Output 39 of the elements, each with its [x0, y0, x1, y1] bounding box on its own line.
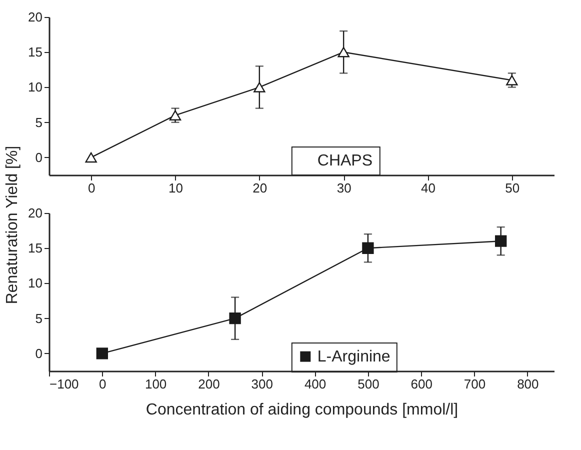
point	[495, 235, 507, 247]
y-tick-label: 10	[28, 80, 42, 95]
text: CHAPS	[317, 152, 373, 170]
x-tick-label: 30	[336, 180, 352, 196]
x-axis-title: Concentration of aiding compounds [mmol/l]	[146, 402, 458, 418]
y-tick-label: 5	[35, 310, 42, 326]
y-tick-label: 0	[35, 150, 42, 165]
y-tick-label: 20	[28, 206, 42, 220]
point	[96, 348, 108, 360]
x-tick-label: 300	[251, 376, 273, 392]
legend-label: L-Arginine	[317, 348, 390, 366]
x-tick-label: 400	[304, 376, 326, 392]
point	[254, 82, 266, 92]
x-tick-label: 800	[517, 376, 539, 392]
y-axis-title: Renaturation Yield [%]	[4, 146, 22, 304]
point	[229, 312, 241, 324]
x-tick-label: 50	[505, 180, 520, 196]
x-tick-label: 0	[88, 180, 96, 196]
y-tick-label: 20	[28, 10, 42, 24]
x-tick-label: 40	[421, 180, 436, 196]
point	[506, 75, 518, 86]
y-tick-label: 0	[35, 346, 42, 361]
y-tick-label: 15	[28, 44, 42, 60]
point	[169, 110, 182, 120]
x-tick-label: 10	[168, 180, 183, 196]
x-tick-label: 0	[99, 376, 106, 392]
y-tick-label: 5	[35, 114, 42, 130]
x-tick-label: 200	[198, 376, 220, 392]
point	[362, 242, 374, 254]
x-tick-label: −100	[50, 376, 79, 392]
point	[338, 46, 350, 58]
x-tick-label: 700	[464, 376, 486, 392]
x-tick-label: 500	[358, 376, 380, 392]
x-tick-label: 600	[410, 376, 432, 392]
y-tick-label: 10	[28, 276, 42, 291]
x-tick-label: 20	[252, 180, 268, 196]
x-tick-label: 100	[144, 376, 167, 392]
y-tick-label: 15	[28, 240, 42, 256]
point	[85, 152, 97, 163]
